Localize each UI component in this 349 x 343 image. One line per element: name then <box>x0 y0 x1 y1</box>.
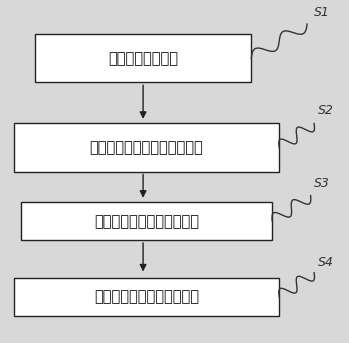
Text: 与预设值比较，得到比较结果: 与预设值比较，得到比较结果 <box>90 140 203 155</box>
Text: S4: S4 <box>318 256 333 269</box>
FancyBboxPatch shape <box>14 123 279 172</box>
Text: S1: S1 <box>314 6 330 19</box>
FancyBboxPatch shape <box>21 202 272 240</box>
Text: 根据比较结果发出控制指令: 根据比较结果发出控制指令 <box>94 214 199 229</box>
Text: 获取图像的亮度值: 获取图像的亮度值 <box>108 51 178 66</box>
Text: 根据控制指令实时进行调整: 根据控制指令实时进行调整 <box>94 289 199 304</box>
Text: S3: S3 <box>314 177 330 190</box>
FancyBboxPatch shape <box>14 278 279 316</box>
FancyBboxPatch shape <box>35 34 251 82</box>
Text: S2: S2 <box>318 104 333 117</box>
